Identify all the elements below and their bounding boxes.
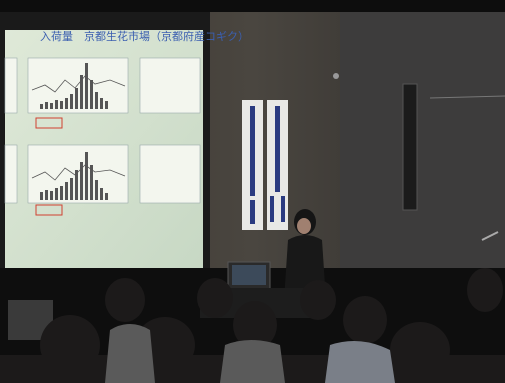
microphone bbox=[481, 231, 499, 241]
slide-chart-top bbox=[4, 57, 201, 129]
banner-text bbox=[250, 106, 285, 224]
ceiling bbox=[0, 0, 505, 12]
slide-chart-bottom bbox=[4, 144, 201, 216]
laptop-screen bbox=[232, 265, 266, 285]
slide-title: 入荷量 京都生花市場（京都府産コギク） bbox=[40, 29, 249, 43]
side-wall bbox=[340, 10, 505, 310]
wall-rail bbox=[429, 95, 505, 99]
wall-fixture bbox=[333, 73, 339, 79]
speaker-box bbox=[402, 83, 418, 211]
audience-clothes bbox=[105, 324, 395, 383]
